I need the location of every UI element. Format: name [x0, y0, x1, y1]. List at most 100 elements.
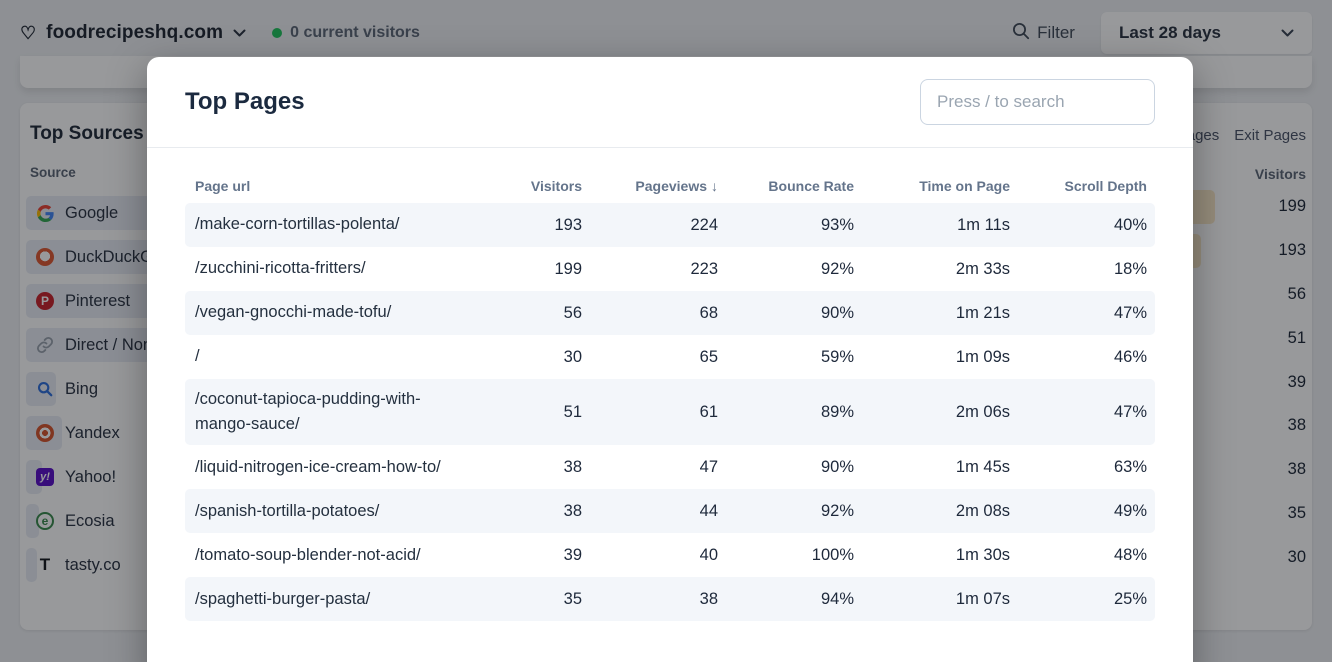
pageviews-value: 47	[699, 457, 718, 476]
bounce-rate-value: 90%	[820, 303, 854, 322]
time-on-page-value: 2m 33s	[955, 259, 1010, 278]
bounce-rate-value: 92%	[820, 501, 854, 520]
date-range-label: Last 28 days	[1118, 23, 1221, 42]
scroll-depth-value: 18%	[1113, 259, 1147, 278]
scroll-depth-value: 63%	[1113, 457, 1147, 476]
visitors-value: 39	[563, 545, 582, 564]
modal-title: Top Pages	[185, 88, 305, 115]
pageviews-value: 224	[690, 215, 718, 234]
page-visitors: 38	[1287, 416, 1306, 435]
source-name: Yahoo!	[65, 467, 117, 486]
source-name: Yandex	[65, 423, 120, 442]
pageviews-value: 38	[699, 589, 718, 608]
link-icon	[36, 336, 54, 354]
page-url-link[interactable]: /liquid-nitrogen-ice-cream-how-to/	[195, 457, 441, 476]
table-row[interactable]: /spaghetti-burger-pasta/ 35 38 94% 1m 07…	[185, 577, 1155, 622]
table-row[interactable]: /make-corn-tortillas-polenta/ 193 224 93…	[185, 203, 1155, 247]
bounce-rate-value: 93%	[820, 215, 854, 234]
pageviews-value: 68	[699, 303, 718, 322]
bounce-rate-value: 90%	[820, 457, 854, 476]
source-row-tasty[interactable]: T tasty.co	[26, 543, 644, 587]
sort-desc-icon: ↓	[711, 178, 718, 194]
source-bar	[26, 372, 56, 406]
visitors-value: 199	[554, 259, 582, 278]
table-row[interactable]: /tomato-soup-blender-not-acid/ 39 40 100…	[185, 533, 1155, 577]
pageviews-value: 61	[699, 402, 718, 421]
scroll-depth-value: 25%	[1113, 589, 1147, 608]
page-url-link[interactable]: /tomato-soup-blender-not-acid/	[195, 545, 421, 564]
source-row-bing[interactable]: Bing	[26, 367, 644, 411]
site-switcher[interactable]: ♡ foodrecipeshq.com	[20, 22, 246, 44]
current-visitors: 0 current visitors	[272, 24, 420, 42]
page-visitors: 193	[1278, 241, 1306, 260]
scroll-depth-value: 49%	[1113, 501, 1147, 520]
page-url-link[interactable]: /vegan-gnocchi-made-tofu/	[195, 303, 392, 322]
table-row[interactable]: /liquid-nitrogen-ice-cream-how-to/ 38 47…	[185, 445, 1155, 489]
time-on-page-value: 1m 21s	[955, 303, 1010, 322]
time-on-page-value: 1m 45s	[955, 457, 1010, 476]
header-visitors[interactable]: Visitors	[530, 178, 582, 194]
header-scroll-depth[interactable]: Scroll Depth	[1064, 178, 1147, 194]
visitors-value: 193	[554, 215, 582, 234]
page-visitors: 199	[1278, 197, 1306, 216]
page-visitors: 30	[1287, 547, 1306, 566]
site-name: foodrecipeshq.com	[46, 22, 224, 43]
page-visitors: 56	[1287, 284, 1306, 303]
table-row[interactable]: / 30 65 59% 1m 09s 46%	[185, 335, 1155, 379]
yahoo-favicon: y!	[36, 468, 54, 486]
page-url-link[interactable]: /spaghetti-burger-pasta/	[195, 589, 371, 608]
header-bounce-rate[interactable]: Bounce Rate	[768, 178, 854, 194]
header-page-url[interactable]: Page url	[195, 178, 251, 194]
tasty-favicon: T	[39, 555, 51, 574]
search-input[interactable]	[920, 79, 1155, 125]
table-row[interactable]: /zucchini-ricotta-fritters/ 199 223 92% …	[185, 247, 1155, 291]
date-range-button[interactable]: Last 28 days	[1100, 12, 1312, 54]
time-on-page-value: 2m 06s	[955, 402, 1010, 421]
page-url-link[interactable]: /spanish-tortilla-potatoes/	[195, 501, 380, 520]
source-name: DuckDuckGo	[65, 247, 163, 266]
top-navbar: ♡ foodrecipeshq.com 0 current visitors F…	[0, 0, 1332, 66]
table-row[interactable]: /coconut-tapioca-pudding-with-mango-sauc…	[185, 379, 1155, 446]
page-url-link[interactable]: /coconut-tapioca-pudding-with-mango-sauc…	[195, 390, 421, 434]
time-on-page-value: 1m 30s	[955, 545, 1010, 564]
tab-exit-pages[interactable]: Exit Pages	[1234, 127, 1306, 144]
top-pages-modal: Top Pages Page url Visitors Pageviews↓ B…	[147, 57, 1193, 662]
chevron-down-icon	[1281, 29, 1294, 38]
bounce-rate-value: 100%	[811, 545, 854, 564]
pageviews-value: 223	[690, 259, 718, 278]
visitors-value: 38	[563, 457, 582, 476]
page-url-link[interactable]: /make-corn-tortillas-polenta/	[195, 215, 400, 234]
pageviews-value: 40	[699, 545, 718, 564]
time-on-page-value: 2m 08s	[955, 501, 1010, 520]
table-row[interactable]: /vegan-gnocchi-made-tofu/ 56 68 90% 1m 2…	[185, 291, 1155, 335]
pageviews-value: 65	[699, 347, 718, 366]
yandex-favicon	[36, 424, 54, 442]
page-visitors: 35	[1287, 503, 1306, 522]
search-icon	[1012, 22, 1030, 45]
source-row-yahoo[interactable]: y! Yahoo!	[26, 455, 644, 499]
page-visitors: 39	[1287, 372, 1306, 391]
source-row-ecosia[interactable]: e Ecosia	[26, 499, 644, 543]
source-name: Direct / None	[65, 335, 162, 354]
source-bar	[26, 504, 39, 538]
page-visitors: 51	[1287, 328, 1306, 347]
bounce-rate-value: 89%	[820, 402, 854, 421]
bing-favicon	[36, 380, 54, 398]
scroll-depth-value: 46%	[1113, 347, 1147, 366]
header-time-on-page[interactable]: Time on Page	[919, 178, 1010, 194]
page-visitors: 38	[1287, 460, 1306, 479]
source-bar	[26, 548, 37, 582]
source-name: Bing	[65, 379, 99, 398]
site-favicon-heart-icon: ♡	[20, 23, 37, 43]
visitors-value: 30	[563, 347, 582, 366]
visitors-value: 38	[563, 501, 582, 520]
page-url-link[interactable]: /zucchini-ricotta-fritters/	[195, 259, 366, 278]
header-pageviews[interactable]: Pageviews ↓	[635, 178, 718, 194]
page-url-link[interactable]: /	[195, 347, 200, 366]
filter-button[interactable]: Filter	[1012, 22, 1075, 45]
source-row-yandex[interactable]: Yandex	[26, 411, 644, 455]
google-favicon	[36, 204, 54, 222]
table-row[interactable]: /spanish-tortilla-potatoes/ 38 44 92% 2m…	[185, 489, 1155, 534]
scroll-depth-value: 47%	[1113, 303, 1147, 322]
source-column-header: Source	[30, 165, 76, 180]
